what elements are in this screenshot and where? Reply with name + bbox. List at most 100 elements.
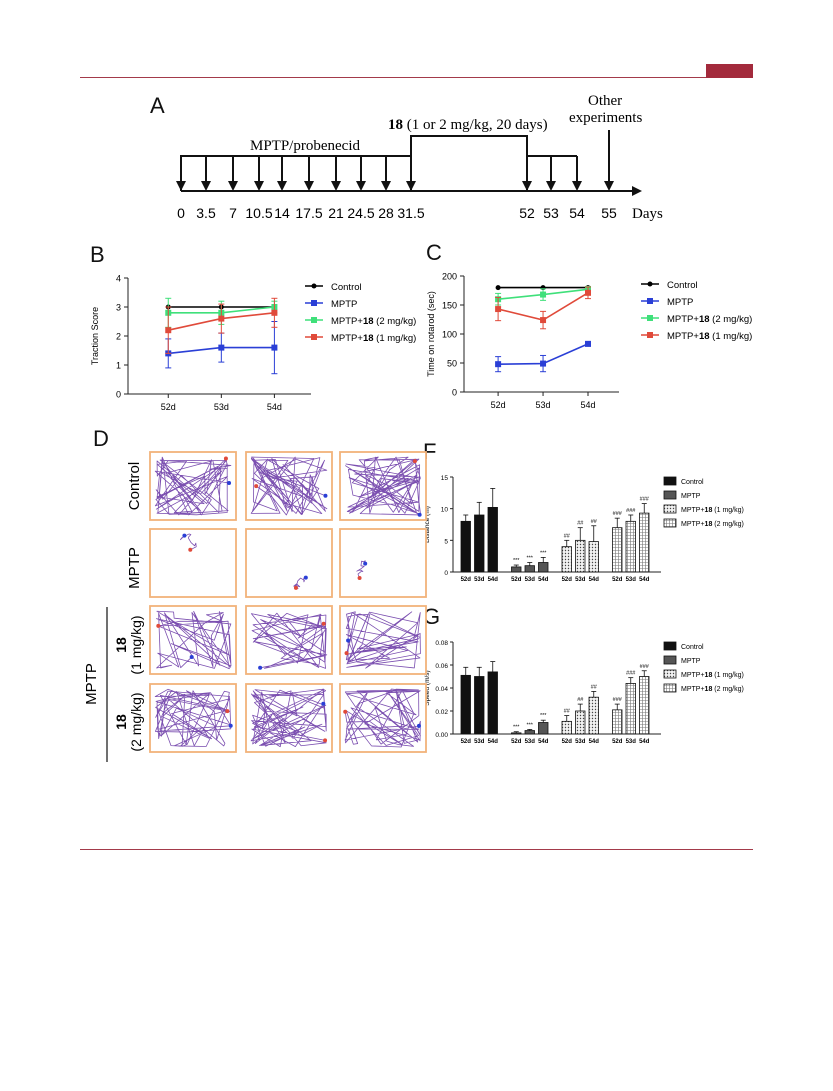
bar	[474, 514, 485, 573]
legend-marker	[311, 283, 317, 289]
panel-c-chart: C 0 50 100 150 200 52d 53d 54d Time on rotarod (s…	[426, 240, 752, 410]
legend-entry: MPTP+18 (1 mg/kg)	[681, 672, 744, 679]
track-path	[179, 533, 197, 551]
x-tick-label: 52d	[491, 400, 506, 410]
phase1-bracket	[180, 155, 412, 191]
legend-marker	[647, 332, 653, 338]
x-tick-label: 52d	[461, 577, 472, 583]
panel-c-label: C	[426, 240, 442, 265]
significance-mark: ***	[513, 725, 520, 731]
phase2-label: 18 (1 or 2 mg/kg, 20 days)	[388, 117, 548, 133]
timeline-tick-label: 55	[601, 205, 617, 221]
y-axis-label: Time on rotarod (sec)	[426, 291, 436, 377]
track-end-dot	[182, 533, 187, 538]
phase2-bracket	[410, 135, 528, 191]
track-path	[250, 688, 327, 748]
bar	[538, 562, 549, 573]
timeline-tick-label: 31.5	[397, 205, 424, 221]
x-tick-label: 54d	[589, 739, 600, 745]
timeline-arrowhead	[604, 181, 614, 191]
legend-entry: Control	[681, 644, 704, 651]
timeline-arrowhead	[522, 181, 532, 191]
arena-frame	[339, 528, 427, 598]
timeline-tick-label: 0	[177, 205, 185, 221]
bar	[575, 539, 586, 573]
significance-mark: ###	[613, 697, 623, 703]
timeline-arrowhead	[356, 181, 366, 191]
footer-rule	[80, 849, 753, 850]
y-tick-label: 0	[452, 388, 457, 398]
data-point	[495, 361, 502, 368]
bar	[612, 709, 623, 735]
panel-d-tracks: D Control MPTP MPTP 18 (1 mg/kg) 18 (2 m…	[83, 426, 427, 762]
y-tick-label: 3	[116, 303, 121, 313]
timeline-marks	[176, 130, 642, 196]
x-tick-label: 54d	[639, 739, 650, 745]
significance-mark: ***	[527, 722, 534, 728]
significance-mark: ##	[577, 521, 584, 527]
data-point	[271, 309, 278, 316]
data-point	[495, 285, 501, 291]
x-tick-label: 54d	[488, 739, 499, 745]
significance-mark: ***	[527, 556, 534, 562]
timeline-tick-label: 17.5	[295, 205, 322, 221]
legend-entry: MPTP+18 (2 mg/kg)	[681, 521, 744, 528]
track-start-dot	[188, 547, 193, 552]
legend-swatch	[663, 669, 677, 679]
significance-mark: ##	[591, 519, 598, 525]
legend-entry: MPTP	[667, 297, 693, 308]
x-tick-label: 52d	[612, 577, 623, 583]
bar	[625, 520, 636, 573]
timeline-arrowhead	[304, 181, 314, 191]
y-tick-label: 0.08	[435, 640, 448, 647]
data-point	[585, 289, 591, 296]
other-experiments-line2: experiments	[569, 110, 642, 126]
bar	[474, 676, 485, 735]
bar	[460, 520, 471, 573]
data-point	[540, 317, 547, 324]
legend-entry: Control	[667, 280, 698, 291]
track-path	[344, 688, 421, 748]
track-start-dot	[254, 484, 259, 489]
y-tick-label: 10	[441, 507, 449, 514]
legend-entry: MPTP	[331, 299, 357, 310]
significance-mark: ***	[513, 558, 520, 564]
dose2-compound: 18	[113, 714, 129, 730]
panel-b-label: B	[90, 242, 105, 267]
data-point	[540, 360, 547, 367]
legend-marker	[311, 300, 317, 306]
arena-frame	[245, 528, 333, 598]
other-experiments-line1: Other	[588, 93, 622, 109]
data-point	[218, 315, 225, 322]
significance-mark: ##	[564, 709, 571, 715]
y-tick-label: 200	[442, 272, 457, 282]
arena-frame	[149, 528, 237, 598]
x-tick-label: 54d	[589, 577, 600, 583]
legend-marker	[647, 298, 653, 304]
bar	[561, 720, 572, 735]
y-tick-label: 2	[116, 332, 121, 342]
dose2-label: (2 mg/kg)	[128, 692, 144, 751]
significance-mark: ##	[577, 697, 584, 703]
phase1-label: MPTP/probenecid	[250, 138, 360, 154]
track-start-dot	[321, 621, 326, 626]
timeline-tick-label: 53	[543, 205, 559, 221]
y-tick-label: 50	[447, 359, 457, 369]
timeline-arrowhead	[277, 181, 287, 191]
bar	[588, 696, 599, 735]
legend-entry: Control	[331, 282, 362, 293]
significance-mark: ###	[640, 664, 650, 670]
track-start-dot	[223, 456, 228, 461]
timeline-arrowhead	[201, 181, 211, 191]
y-axis-label: Distance (m)	[424, 506, 431, 543]
x-tick-label: 53d	[525, 577, 536, 583]
timeline-tick-label: 24.5	[347, 205, 374, 221]
x-tick-label: 52d	[562, 739, 573, 745]
legend-marker	[311, 317, 317, 323]
timeline-arrowhead	[176, 181, 186, 191]
x-tick-label: 54d	[488, 577, 499, 583]
track-end-dot	[321, 701, 326, 706]
significance-mark: ###	[626, 671, 636, 677]
